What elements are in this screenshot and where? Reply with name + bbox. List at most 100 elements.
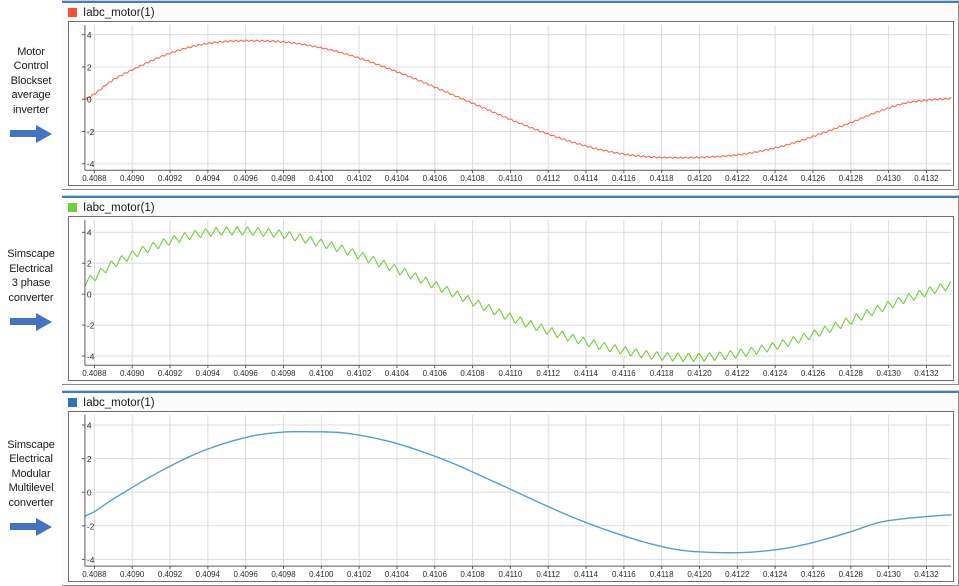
svg-text:0.4110: 0.4110 (499, 174, 523, 183)
svg-text:0.4126: 0.4126 (801, 174, 826, 183)
svg-text:0.4110: 0.4110 (499, 369, 523, 378)
legend-3[interactable]: Iabc_motor(1) (68, 395, 155, 410)
plot-svg-3: -4 -2 0 2 4 0.4088 0.4090 0.4092 0.4094 0.4096 0.4… (81, 414, 952, 579)
svg-text:0.4106: 0.4106 (423, 174, 448, 183)
svg-text:0.4130: 0.4130 (876, 570, 901, 579)
legend-label: Iabc_motor(1) (83, 201, 155, 214)
svg-text:0.4124: 0.4124 (763, 174, 788, 183)
svg-text:-4: -4 (87, 159, 95, 169)
svg-text:0.4120: 0.4120 (687, 570, 712, 579)
svg-text:0.4130: 0.4130 (876, 174, 901, 183)
svg-text:0.4130: 0.4130 (876, 369, 901, 378)
svg-text:0.4100: 0.4100 (309, 174, 334, 183)
svg-text:0.4114: 0.4114 (574, 570, 598, 579)
svg-text:0.4122: 0.4122 (725, 174, 749, 183)
svg-text:0.4132: 0.4132 (914, 174, 938, 183)
svg-text:0.4102: 0.4102 (347, 174, 371, 183)
svg-text:0.4132: 0.4132 (914, 369, 938, 378)
svg-text:0.4116: 0.4116 (612, 570, 636, 579)
plot-area-2[interactable]: -4 -2 0 2 4 0.4088 0.4090 0.4092 0.4094 0.4096 0.4… (68, 216, 954, 381)
plot-area-3[interactable]: -4 -2 0 2 4 0.4088 0.4090 0.4092 0.4094 0.4096 0.4… (68, 411, 954, 582)
svg-text:0.4088: 0.4088 (82, 369, 107, 378)
svg-text:0.4106: 0.4106 (423, 369, 448, 378)
svg-text:0.4102: 0.4102 (347, 570, 372, 579)
caption-text: Simscape Electrical Modular Multilevel c… (7, 438, 55, 509)
panel-caption-2: Simscape Electrical 3 phase converter (0, 195, 62, 385)
svg-text:-4: -4 (87, 555, 95, 565)
right-arrow-icon (8, 516, 54, 538)
svg-text:0.4094: 0.4094 (196, 174, 221, 183)
plot-area-1[interactable]: -4 -2 0 2 4 0.4088 0.4090 0.4092 0.4094 0.4096 0.4… (68, 21, 954, 186)
plot-svg-1: -4 -2 0 2 4 0.4088 0.4090 0.4092 0.4094 0.4096 0.4… (81, 24, 952, 183)
svg-text:0.4122: 0.4122 (725, 369, 749, 378)
svg-text:0.4092: 0.4092 (158, 369, 182, 378)
panel-simscape-mmc: Simscape Electrical Modular Multilevel c… (0, 390, 959, 586)
svg-text:0.4128: 0.4128 (839, 570, 864, 579)
svg-text:4: 4 (87, 30, 92, 40)
svg-text:0.4100: 0.4100 (309, 369, 334, 378)
svg-text:0.4126: 0.4126 (801, 369, 826, 378)
scope-1[interactable]: Iabc_motor(1) -4 -2 0 2 4 0.4088 0.4090 0.4092 0… (62, 0, 959, 190)
svg-text:0.4098: 0.4098 (271, 174, 296, 183)
right-arrow-icon (8, 311, 54, 333)
svg-text:0.4132: 0.4132 (914, 570, 939, 579)
svg-text:0: 0 (87, 95, 92, 105)
svg-text:0.4108: 0.4108 (460, 369, 485, 378)
svg-text:0.4124: 0.4124 (763, 570, 788, 579)
svg-text:0.4104: 0.4104 (385, 369, 410, 378)
svg-text:0.4096: 0.4096 (234, 570, 259, 579)
svg-text:0.4094: 0.4094 (196, 570, 221, 579)
svg-text:-4: -4 (87, 351, 95, 361)
svg-text:0.4116: 0.4116 (612, 369, 636, 378)
panel-simscape-3phase: Simscape Electrical 3 phase converter Ia… (0, 195, 959, 385)
svg-text:0.4124: 0.4124 (763, 369, 788, 378)
scope-accent-bar-1 (62, 1, 958, 3)
svg-text:0.4092: 0.4092 (158, 174, 182, 183)
svg-text:0.4122: 0.4122 (725, 570, 750, 579)
svg-text:0.4100: 0.4100 (309, 570, 334, 579)
legend-2[interactable]: Iabc_motor(1) (68, 200, 155, 215)
svg-text:0.4098: 0.4098 (271, 570, 296, 579)
svg-text:0.4094: 0.4094 (196, 369, 221, 378)
panel-motor-control-blockset: Motor Control Blockset average inverter … (0, 0, 959, 190)
svg-text:0.4108: 0.4108 (460, 174, 485, 183)
svg-text:0.4106: 0.4106 (423, 570, 448, 579)
svg-text:2: 2 (87, 259, 92, 269)
svg-text:0: 0 (87, 488, 92, 498)
svg-text:0.4112: 0.4112 (536, 369, 560, 378)
svg-text:0.4112: 0.4112 (536, 570, 560, 579)
svg-text:0.4088: 0.4088 (82, 570, 107, 579)
svg-text:0.4108: 0.4108 (460, 570, 485, 579)
svg-text:0.4092: 0.4092 (158, 570, 183, 579)
svg-text:0.4114: 0.4114 (574, 369, 598, 378)
caption-text: Motor Control Blockset average inverter (10, 45, 52, 116)
svg-text:0.4096: 0.4096 (234, 369, 259, 378)
svg-text:0.4116: 0.4116 (612, 174, 636, 183)
scope-accent-bar-3 (62, 391, 958, 393)
legend-label: Iabc_motor(1) (83, 6, 155, 19)
svg-text:0: 0 (87, 290, 92, 300)
svg-text:0.4120: 0.4120 (687, 174, 712, 183)
svg-text:0.4110: 0.4110 (499, 570, 523, 579)
svg-text:0.4098: 0.4098 (271, 369, 296, 378)
svg-text:0.4114: 0.4114 (574, 174, 598, 183)
scope-accent-bar-2 (62, 196, 958, 198)
legend-1[interactable]: Iabc_motor(1) (68, 5, 155, 20)
svg-text:2: 2 (87, 454, 92, 464)
legend-swatch-icon (68, 203, 77, 212)
scope-2[interactable]: Iabc_motor(1) -4 -2 0 2 4 0.4088 0.4090 0.4092 0… (62, 195, 959, 385)
svg-text:2: 2 (87, 62, 92, 72)
svg-text:0.4088: 0.4088 (82, 174, 107, 183)
svg-text:-2: -2 (87, 321, 95, 331)
legend-swatch-icon (68, 8, 77, 17)
svg-text:4: 4 (87, 421, 92, 431)
caption-text: Simscape Electrical 3 phase converter (7, 248, 55, 304)
legend-swatch-icon (68, 398, 77, 407)
svg-text:0.4104: 0.4104 (385, 570, 410, 579)
panel-caption-1: Motor Control Blockset average inverter (0, 0, 62, 190)
svg-text:0.4102: 0.4102 (347, 369, 371, 378)
scope-3[interactable]: Iabc_motor(1) -4 -2 0 2 4 0.4088 0.4090 0.4092 0… (62, 390, 959, 586)
svg-text:-2: -2 (87, 127, 95, 137)
svg-text:0.4128: 0.4128 (839, 369, 864, 378)
legend-label: Iabc_motor(1) (83, 396, 155, 409)
